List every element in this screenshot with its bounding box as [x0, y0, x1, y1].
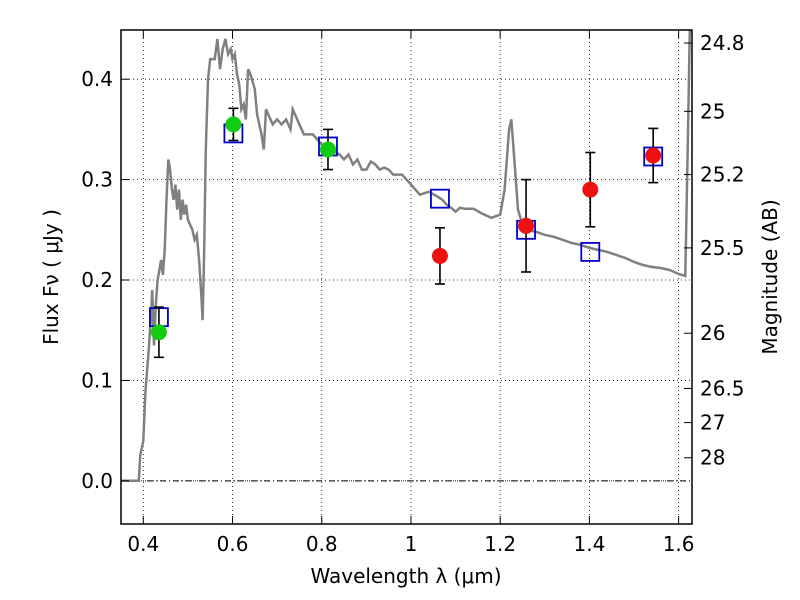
nir-observed-point [645, 147, 662, 164]
right-tick-label: 26 [700, 321, 725, 345]
y-tick-label: 0.1 [81, 368, 113, 392]
x-tick-label: 0.6 [217, 532, 249, 556]
x-tick-label: 1.4 [573, 532, 605, 556]
y-axis-title-right: Magnitude (AB) [758, 199, 782, 354]
nir-observed-point [431, 247, 448, 264]
x-tick-label: 1.6 [663, 532, 695, 556]
y-tick-label: 0.0 [81, 469, 113, 493]
optical-observed-point [319, 141, 336, 158]
tick-labels: 0.4 0.6 0.8 1 1.2 1.4 1.6 0.0 0.1 0.2 0.3 0.4 24.8 25… [81, 31, 744, 556]
x-tick-label: 1 [405, 532, 418, 556]
optical-observed-point [225, 116, 242, 133]
model-square-point [430, 188, 450, 209]
right-tick-label: 28 [700, 446, 725, 470]
right-tick-label: 25.5 [700, 236, 745, 260]
nir-observed-point [518, 217, 535, 234]
observed-points [150, 116, 662, 341]
axis-ticks [121, 30, 692, 524]
y-tick-label: 0.3 [81, 168, 113, 192]
nir-observed-point [582, 181, 599, 198]
plot-frame [120, 29, 693, 525]
right-tick-label: 25.2 [700, 163, 745, 187]
y-tick-label: 0.4 [81, 67, 113, 91]
y-tick-label: 0.2 [81, 268, 113, 292]
right-tick-label: 25 [700, 99, 725, 123]
model-square-point [580, 241, 601, 262]
right-tick-label: 26.5 [700, 376, 745, 400]
x-tick-label: 0.8 [306, 532, 338, 556]
x-tick-label: 1.2 [484, 532, 516, 556]
plot-area [121, 30, 692, 524]
x-tick-label: 0.4 [127, 532, 159, 556]
y-axis-title-left: Flux Fν ( μJy ) [39, 209, 63, 345]
x-axis-title: Wavelength λ (μm) [310, 564, 501, 588]
right-tick-label: 24.8 [700, 31, 745, 55]
right-tick-label: 27 [700, 411, 725, 435]
optical-observed-point [150, 324, 167, 341]
